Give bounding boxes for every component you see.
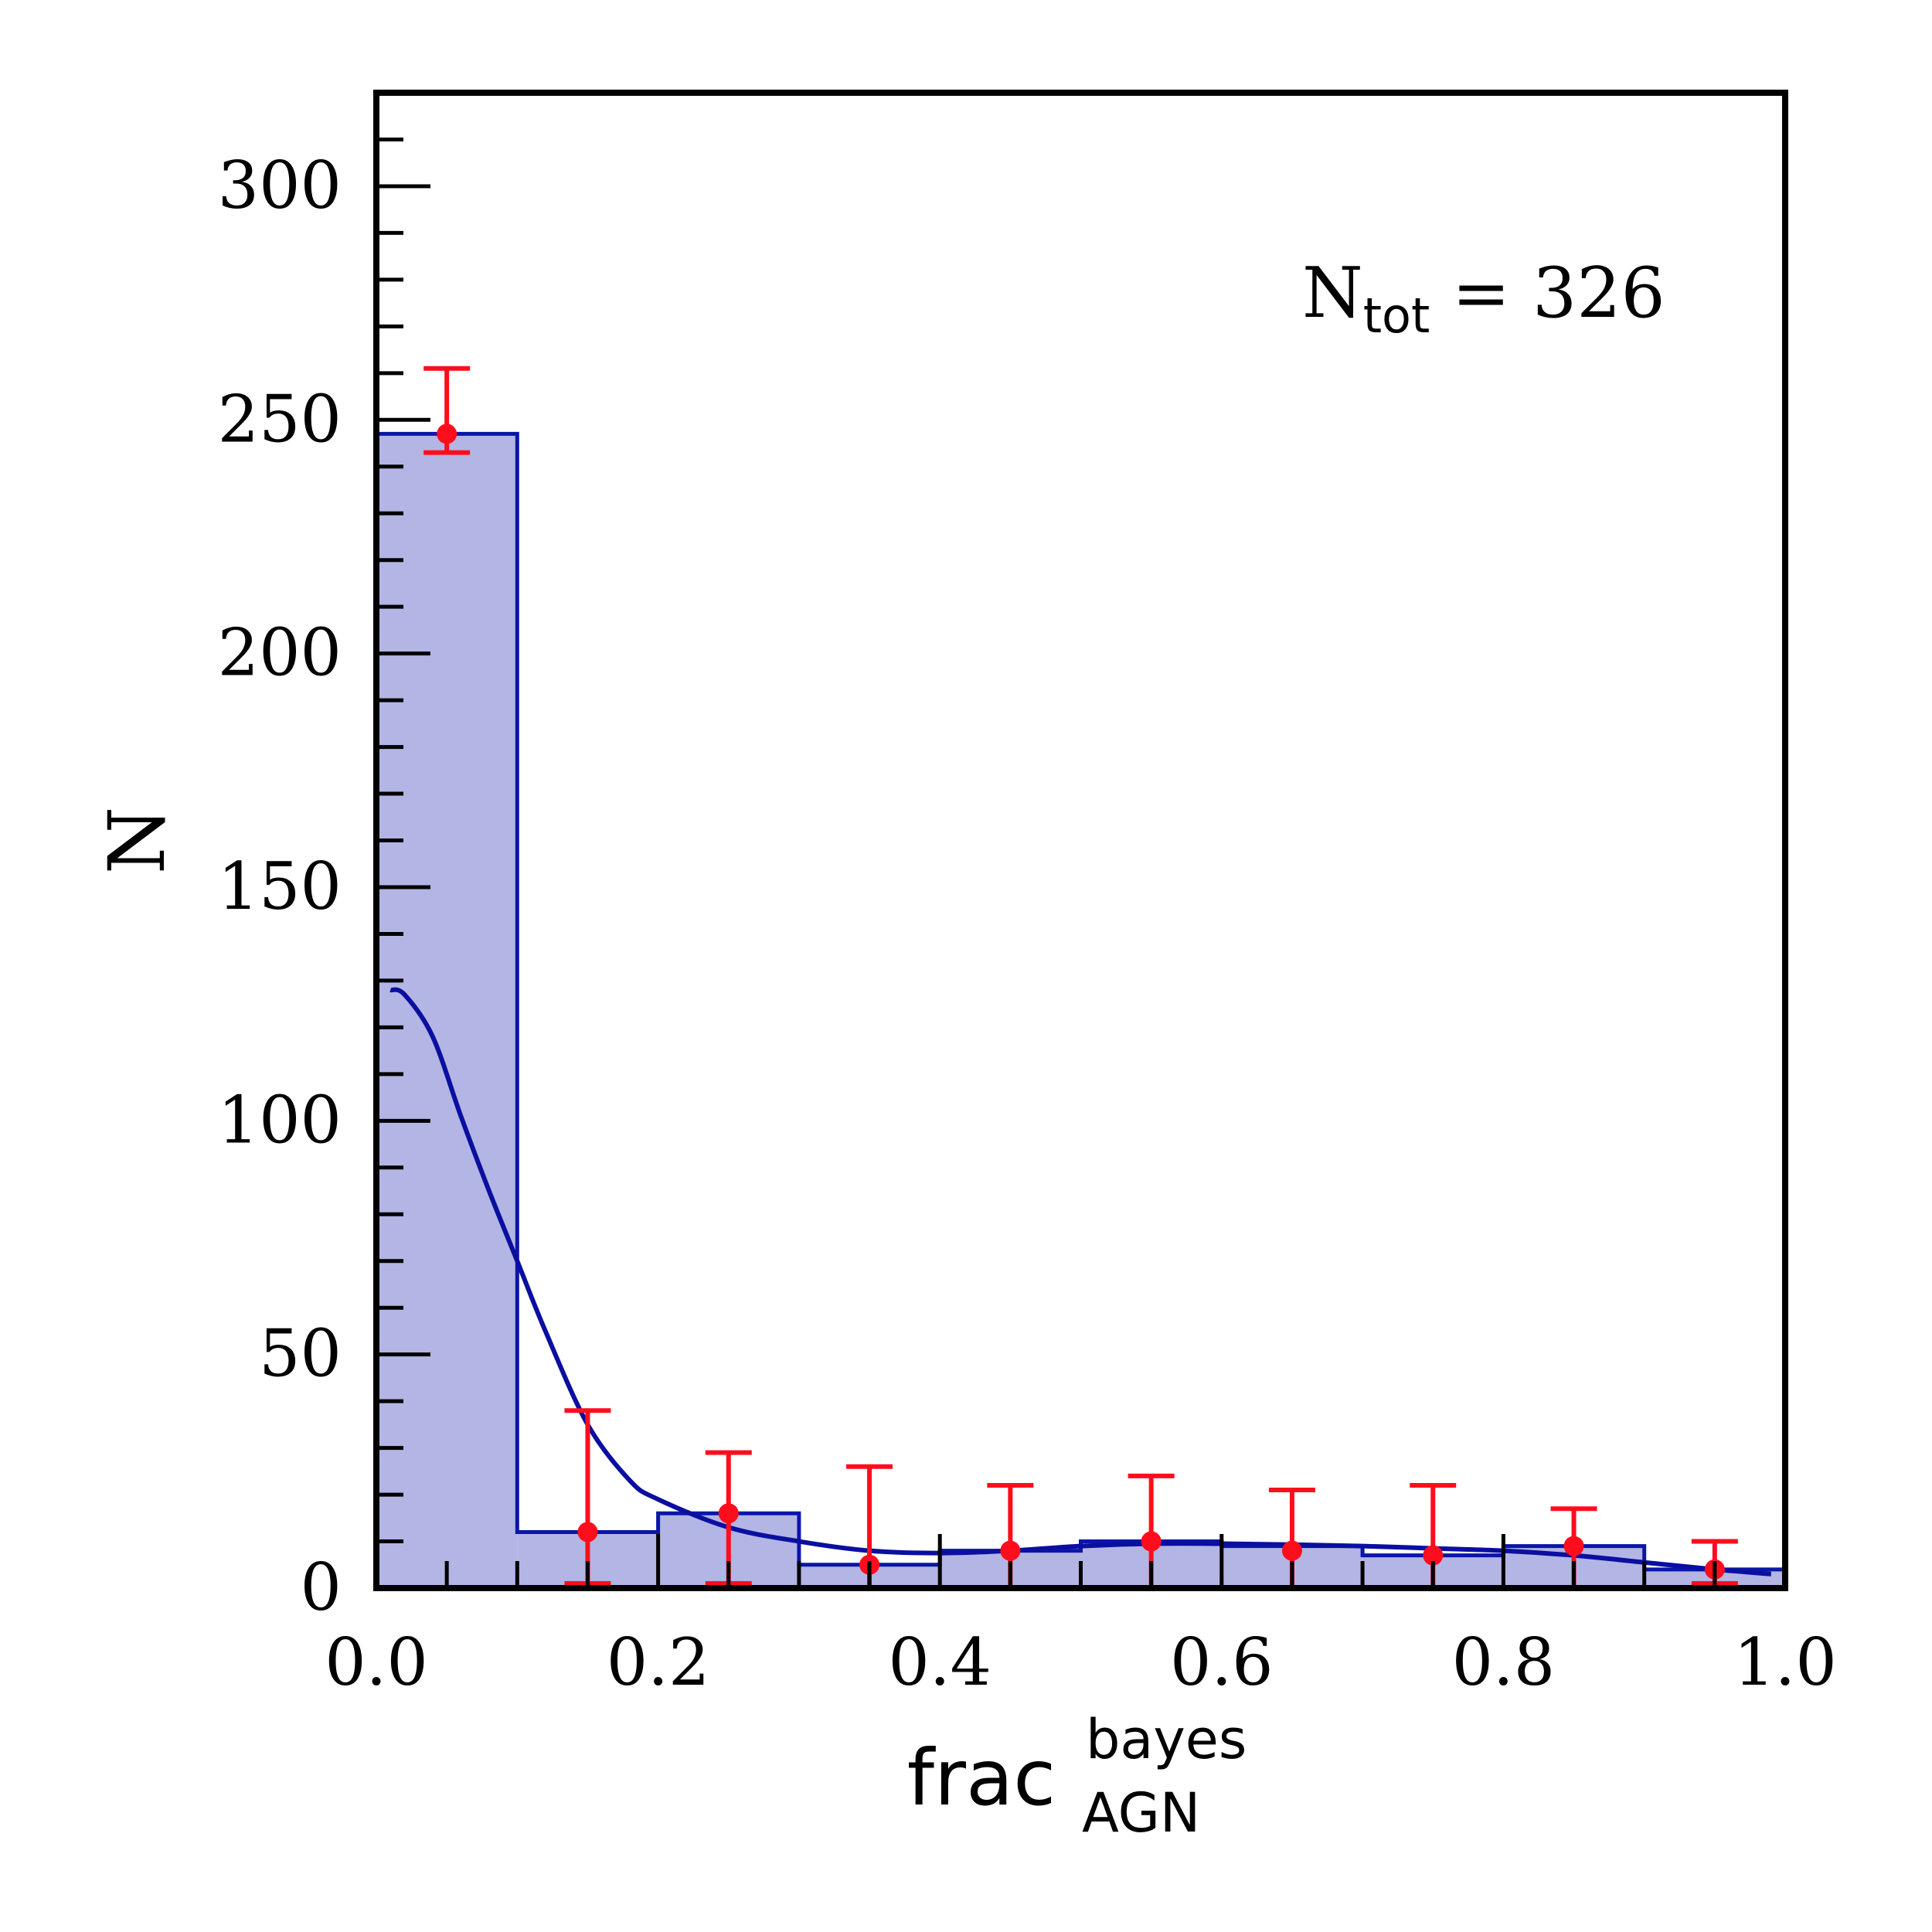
annotation-subscript: tot xyxy=(1363,287,1430,344)
data-point xyxy=(1000,1540,1021,1561)
x-tick-label: 0.4 xyxy=(888,1624,992,1700)
axis-ticks xyxy=(376,90,1717,1590)
y-tick-label: 150 xyxy=(218,849,342,924)
data-point xyxy=(437,423,457,444)
data-point xyxy=(1281,1540,1302,1561)
x-tick-label: 0.6 xyxy=(1170,1624,1274,1700)
data-point xyxy=(1141,1531,1162,1552)
annotation-base: N xyxy=(1302,253,1363,334)
data-point xyxy=(1563,1536,1584,1556)
kde-curve-layer xyxy=(389,987,1772,1577)
x-axis-label-superscript: bayes xyxy=(1086,1708,1247,1771)
y-tick-label: 200 xyxy=(218,615,342,691)
histogram-bar-0 xyxy=(376,434,518,1588)
total-count-annotation: Ntot = 326 xyxy=(1302,253,1665,344)
y-tick-label: 250 xyxy=(218,381,342,457)
x-tick-label: 1.0 xyxy=(1733,1624,1837,1700)
data-point xyxy=(577,1522,598,1543)
error-bars-layer xyxy=(423,366,1738,1590)
data-point xyxy=(1423,1545,1444,1566)
y-tick-label: 100 xyxy=(218,1082,342,1158)
x-axis-label: frac xyxy=(907,1733,1056,1823)
plot-frame xyxy=(373,90,1788,1591)
x-tick-label: 0.8 xyxy=(1452,1624,1556,1700)
kde-curve xyxy=(389,987,1772,1577)
y-tick-label: 0 xyxy=(301,1549,342,1625)
annotation-value: = 326 xyxy=(1430,253,1665,334)
x-tick-label: 0.2 xyxy=(607,1624,710,1700)
y-tick-label: 300 xyxy=(218,148,342,223)
error-bar-0 xyxy=(423,366,471,455)
x-tick-label: 0.0 xyxy=(325,1624,428,1700)
axis-tick-labels: 0.0 0.2 0.4 0.6 0.8 1.0 0 50 100 150 200 250 300 xyxy=(218,148,1837,1700)
x-axis-label-base: frac xyxy=(907,1733,1056,1823)
x-axis-label-subscript: AGN xyxy=(1082,1781,1200,1845)
y-tick-label: 50 xyxy=(259,1316,342,1392)
y-axis-label: N xyxy=(92,807,182,875)
error-bar-1 xyxy=(564,1408,611,1586)
data-point xyxy=(718,1503,739,1524)
